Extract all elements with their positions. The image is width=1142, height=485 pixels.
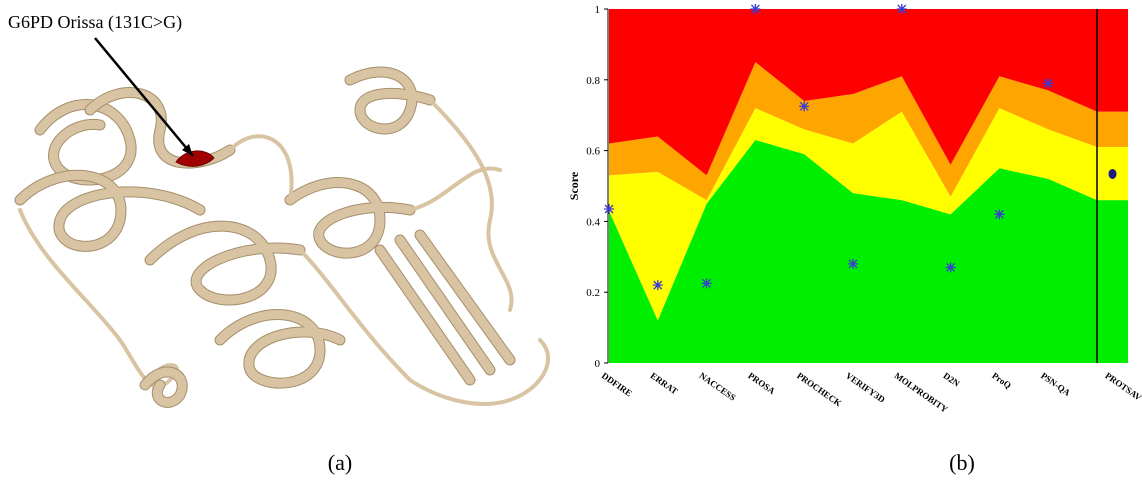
score-star: [848, 258, 858, 269]
score-star: [701, 278, 712, 289]
score-star: [994, 209, 1005, 220]
x-tick-label: ERRAT: [649, 370, 680, 396]
protein-structure: [14, 37, 551, 408]
score-star: [652, 280, 663, 291]
y-tick-label: 0.6: [586, 146, 600, 158]
panel-label: (a): [328, 450, 352, 475]
x-tick-label: D2N: [941, 370, 961, 389]
plot: 0 0.2 0.4 0.6 0.8 1 DDFIRE ERRAT NACCESS PROSA PRO…: [586, 4, 1142, 415]
annotation: G6PD Orissa (131C>G): [8, 12, 182, 33]
area: [609, 139, 1128, 363]
y-tick-label: 0.2: [586, 287, 600, 299]
x-tick-label: DDFIRE: [600, 370, 634, 398]
score-star: [945, 262, 956, 273]
score-dot: [1108, 168, 1117, 179]
x-tick-label: ProQ: [990, 370, 1013, 390]
y-tick-label: 0: [595, 358, 601, 370]
x-tick-label: VERIFY3D: [844, 370, 887, 405]
y-tick-label: 0.4: [586, 216, 600, 228]
score-star: [896, 4, 907, 14]
panel-label: (b): [949, 450, 975, 475]
score-star: [799, 101, 810, 112]
area: [609, 62, 1128, 201]
score-star: [604, 204, 614, 215]
x-tick-label: PROSA: [746, 370, 777, 396]
x-tick-label: PSN-QA: [1039, 370, 1073, 398]
area: [609, 108, 1128, 321]
y-tick-label: 0.8: [586, 75, 600, 87]
x-tick-label: NACCESS: [697, 370, 737, 402]
y-tick-label: 1: [595, 4, 601, 16]
y-axis-label: Score: [567, 171, 581, 200]
x-tick-label: PROCHECK: [795, 370, 843, 408]
area: [609, 9, 1128, 176]
x-tick-label: PROTSAV: [1103, 370, 1142, 402]
score-star: [750, 4, 761, 14]
score-star: [1043, 78, 1054, 89]
